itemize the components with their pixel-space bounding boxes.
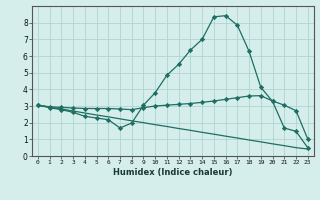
X-axis label: Humidex (Indice chaleur): Humidex (Indice chaleur) — [113, 168, 233, 177]
